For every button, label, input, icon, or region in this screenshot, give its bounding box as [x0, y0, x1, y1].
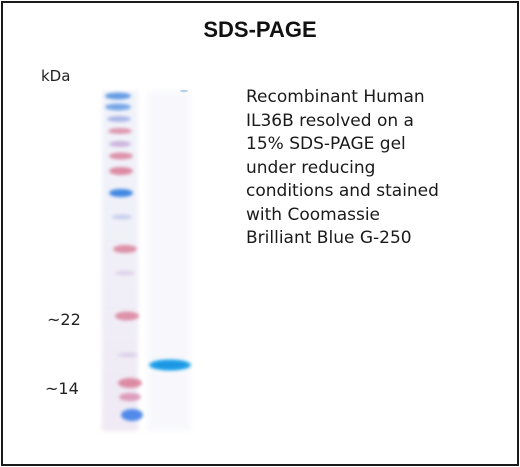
sample-speck — [180, 89, 188, 93]
unit-label: kDa — [41, 67, 71, 85]
gel-description: Recombinant Human IL36B resolved on a 15… — [246, 86, 486, 251]
sample-lane — [147, 91, 191, 431]
ladder-band — [105, 103, 131, 111]
marker-label-14: ~14 — [45, 379, 79, 398]
description-line: Recombinant Human — [246, 87, 425, 107]
ladder-band — [108, 128, 132, 134]
ladder-band — [109, 141, 131, 147]
ladder-lane — [102, 91, 138, 431]
description-line: 15% SDS-PAGE gel — [246, 134, 406, 154]
description-line: Brilliant Blue G-250 — [246, 228, 412, 248]
description-line: IL36B resolved on a — [246, 110, 414, 131]
description-line: conditions and stained — [246, 181, 439, 201]
figure-title: SDS-PAGE — [203, 17, 317, 42]
ladder-band — [115, 270, 135, 276]
description-line: with Coomassie — [246, 204, 381, 225]
ladder-band — [121, 409, 143, 421]
ladder-band — [112, 214, 132, 220]
ladder-band — [109, 189, 133, 197]
ladder-band — [109, 152, 133, 160]
ladder-band — [109, 167, 133, 175]
ladder-band — [113, 245, 137, 253]
ladder-band — [118, 378, 142, 388]
gel-image — [102, 89, 191, 431]
ladder-band — [105, 92, 131, 100]
ladder-band — [115, 311, 139, 321]
ladder-band — [107, 116, 131, 122]
marker-label-22: ~22 — [47, 310, 81, 329]
sample-band-core — [153, 361, 187, 369]
ladder-band — [119, 393, 141, 401]
description-line: under reducing — [246, 157, 376, 178]
ladder-band — [118, 352, 138, 358]
